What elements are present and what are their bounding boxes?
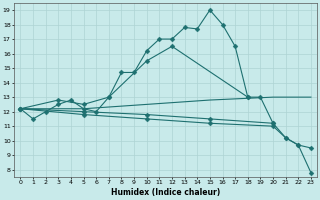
X-axis label: Humidex (Indice chaleur): Humidex (Indice chaleur)	[111, 188, 220, 197]
